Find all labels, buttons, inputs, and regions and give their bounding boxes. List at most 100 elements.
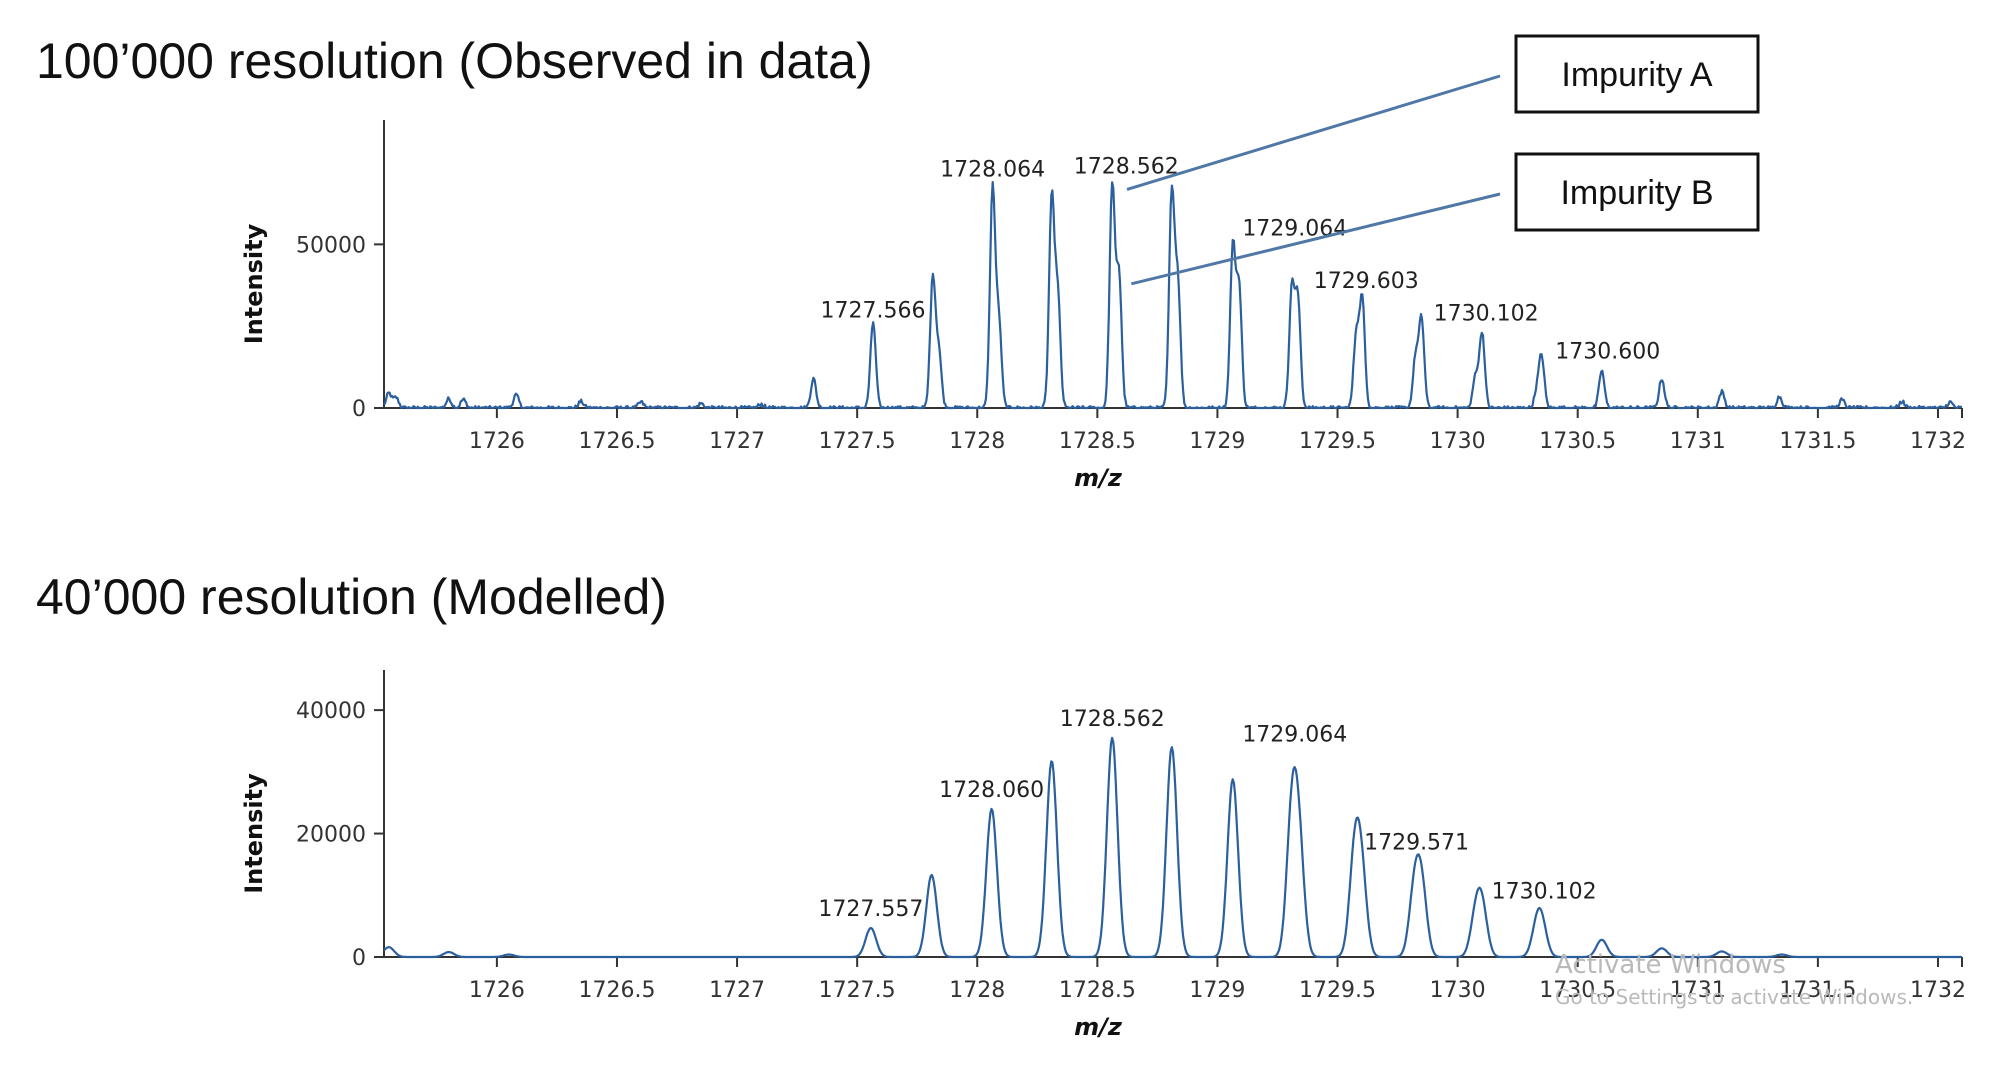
y-tick-label: 0 <box>352 946 366 971</box>
peak-point <box>1170 192 1173 195</box>
peak-point <box>1540 356 1543 359</box>
y-tick-label: 0 <box>352 397 366 422</box>
x-tick-label: 1732 <box>1910 978 1966 1003</box>
peak-point <box>387 392 390 395</box>
x-tick-label: 1727 <box>709 978 765 1003</box>
x-tick-label: 1729 <box>1189 429 1245 454</box>
peak-point <box>1600 938 1603 941</box>
spectrum-line <box>383 736 1962 959</box>
x-tick-label: 1729.5 <box>1299 429 1376 454</box>
peak-point <box>387 946 390 949</box>
peak-point <box>1360 878 1363 881</box>
x-tick-label: 1730 <box>1430 429 1486 454</box>
y-tick-label: 50000 <box>296 233 366 258</box>
watermark-line2: Go to Settings to activate Windows. <box>1555 985 1913 1009</box>
peak-label: 1728.562 <box>1060 707 1165 732</box>
peak-label: 1729.064 <box>1242 217 1347 242</box>
peak-label: 1730.102 <box>1492 880 1597 905</box>
x-tick-label: 1731 <box>1670 429 1726 454</box>
peak-point <box>1298 854 1301 857</box>
x-tick-label: 1729 <box>1189 978 1245 1003</box>
peak-point <box>1296 299 1299 302</box>
peak-point <box>1413 893 1416 896</box>
peak-point <box>1050 199 1053 202</box>
impurity-box <box>1514 152 1760 232</box>
peak-point <box>997 320 1000 323</box>
impurity-box <box>1514 34 1760 114</box>
peak-point <box>931 276 934 279</box>
peak-point <box>1948 401 1951 404</box>
x-tick-label: 1728.5 <box>1059 429 1136 454</box>
x-tick-label: 1732 <box>1910 429 1966 454</box>
peak-point <box>1474 918 1477 921</box>
impurity-pointer-line <box>1131 192 1501 286</box>
x-tick-label: 1730.5 <box>1539 429 1616 454</box>
peak-point <box>1231 246 1234 249</box>
impurity-label: Impurity B <box>1560 174 1713 212</box>
peak-point <box>1355 333 1358 336</box>
peak-point <box>872 398 875 401</box>
peak-point <box>1050 759 1053 762</box>
peak-label: 1729.571 <box>1364 830 1469 855</box>
peak-label: 1730.600 <box>1555 339 1660 364</box>
x-tick-label: 1729.5 <box>1299 978 1376 1003</box>
x-tick-label: 1726.5 <box>578 429 655 454</box>
peak-point <box>507 953 510 956</box>
peak-point <box>1900 400 1903 403</box>
peak-label: 1727.557 <box>818 897 923 922</box>
peak-point <box>1420 889 1423 892</box>
peak-point <box>1720 390 1723 393</box>
chart-title-top: 100’000 resolution (Observed in data) <box>36 33 873 89</box>
peak-point <box>760 403 763 406</box>
peak-point <box>1170 746 1173 749</box>
peak-point <box>1420 318 1423 321</box>
impurity-pointer-line <box>1126 74 1501 191</box>
peak-point <box>1231 778 1234 781</box>
peak-point <box>937 351 940 354</box>
peak-point <box>1290 287 1293 290</box>
peak-point <box>447 397 450 400</box>
peak-point <box>930 873 933 876</box>
peak-point <box>1474 374 1477 377</box>
peak-point <box>395 396 398 399</box>
y-tick-label: 20000 <box>296 823 366 848</box>
peak-point <box>700 402 703 405</box>
peak-point <box>515 393 518 396</box>
peak-point <box>1117 272 1120 275</box>
peak-label: 1728.064 <box>940 158 1045 183</box>
x-tick-label: 1726.5 <box>578 978 655 1003</box>
x-tick-label: 1731 <box>1670 978 1726 1003</box>
peak-label: 1729.064 <box>1242 722 1347 747</box>
peak-point <box>1353 860 1356 863</box>
peak-point <box>1111 736 1114 739</box>
peak-point <box>1540 927 1543 930</box>
x-axis-label: m/z <box>1074 464 1123 492</box>
peak-point <box>1840 398 1843 401</box>
peak-point <box>1481 331 1484 334</box>
peak-point <box>869 926 872 929</box>
x-tick-label: 1727 <box>709 429 765 454</box>
x-tick-label: 1726 <box>469 978 525 1003</box>
peak-point <box>812 377 815 380</box>
chart-title-bottom: 40’000 resolution (Modelled) <box>36 569 667 625</box>
peak-point <box>1535 390 1538 393</box>
peak-point <box>447 951 450 954</box>
x-tick-label: 1730 <box>1430 978 1486 1003</box>
peak-point <box>1535 930 1538 933</box>
peak-point <box>872 328 875 331</box>
peak-point <box>1481 909 1484 912</box>
peak-label: 1727.566 <box>821 298 926 323</box>
peak-point <box>1414 356 1417 359</box>
peak-point <box>1778 395 1781 398</box>
peak-point <box>1660 377 1663 380</box>
x-tick-label: 1731.5 <box>1779 429 1856 454</box>
peak-point <box>1176 282 1179 285</box>
y-axis-label: Intensity <box>240 223 268 344</box>
peak-point <box>639 401 642 404</box>
y-axis-label: Intensity <box>240 773 268 894</box>
y-tick-label: 40000 <box>296 699 366 724</box>
peak-label: 1728.562 <box>1074 154 1179 179</box>
spectrum-panel-top: 1726 1726.5 1727 1727.5 1728 1728.5 1729 1729.5… <box>240 120 1966 492</box>
x-tick-label: 1728.5 <box>1059 978 1136 1003</box>
